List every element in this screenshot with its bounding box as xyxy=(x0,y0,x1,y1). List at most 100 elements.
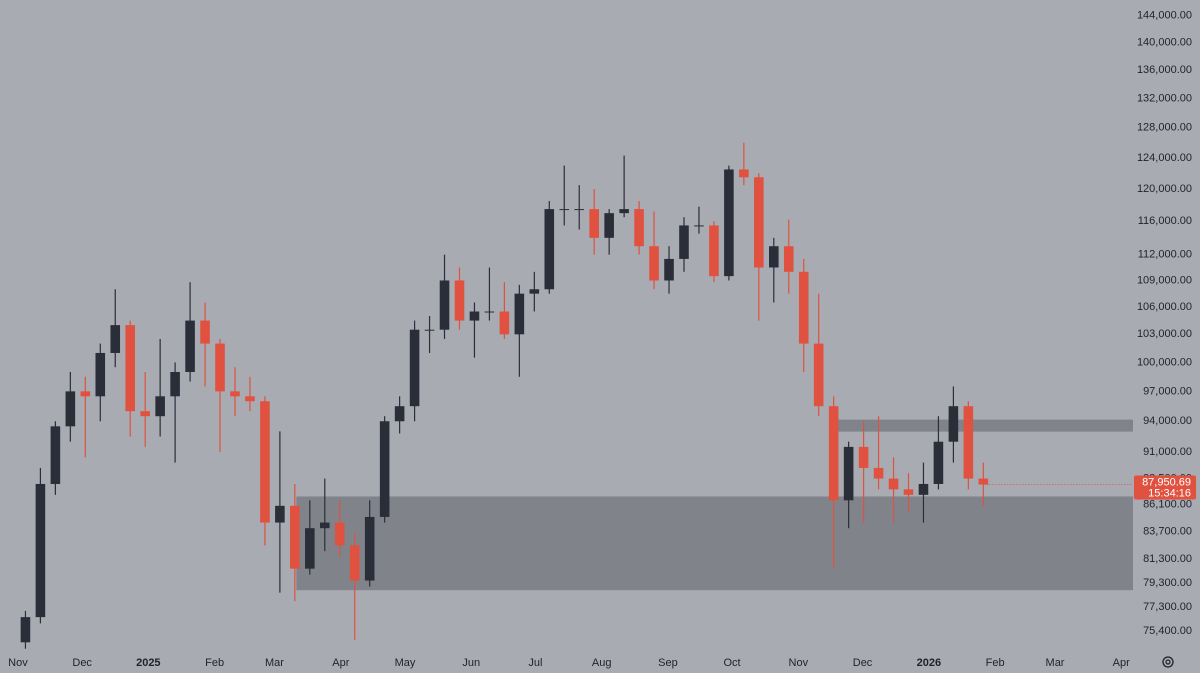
candle-body xyxy=(918,483,929,495)
candle-body xyxy=(290,505,300,569)
candle-body xyxy=(888,478,899,490)
candle-body xyxy=(334,522,345,546)
candle-body xyxy=(35,483,46,618)
candle-body xyxy=(499,311,510,335)
price-zone xyxy=(296,496,1134,591)
candle xyxy=(140,371,150,447)
x-tick-label: 2026 xyxy=(917,657,941,669)
candle-body xyxy=(409,329,420,407)
candle-body xyxy=(978,478,989,485)
candle xyxy=(35,467,46,624)
y-tick-label: 140,000.00 xyxy=(1137,36,1192,48)
candle-body xyxy=(125,325,136,412)
y-tick-label: 144,000.00 xyxy=(1137,10,1192,22)
candle xyxy=(275,431,285,593)
candle-body xyxy=(65,391,76,427)
x-tick-label: Apr xyxy=(1113,657,1130,669)
candle xyxy=(50,421,61,495)
x-tick-label: Sep xyxy=(658,657,678,669)
candle-body xyxy=(649,246,659,281)
candle xyxy=(95,343,106,422)
candle-body xyxy=(664,258,674,281)
candle-body xyxy=(754,177,764,268)
candle xyxy=(544,201,555,294)
candle xyxy=(379,416,390,523)
x-tick-label: Nov xyxy=(789,657,809,669)
candle-body xyxy=(574,209,585,211)
y-tick-label: 100,000.00 xyxy=(1137,356,1192,368)
y-tick-label: 120,000.00 xyxy=(1137,183,1192,195)
last-price-label: 87,950.69 xyxy=(1142,476,1191,488)
candle xyxy=(305,500,315,575)
candle xyxy=(754,173,764,321)
y-tick-label: 94,000.00 xyxy=(1143,415,1192,427)
y-tick-label: 79,300.00 xyxy=(1143,577,1192,589)
candle xyxy=(230,367,240,417)
y-tick-label: 97,000.00 xyxy=(1143,385,1192,397)
candle-body xyxy=(230,391,240,397)
candle-body xyxy=(379,421,390,517)
candle-body xyxy=(424,329,435,331)
candle xyxy=(260,396,270,546)
y-tick-label: 81,300.00 xyxy=(1143,553,1192,565)
candle-body xyxy=(454,280,465,321)
candle xyxy=(813,293,824,417)
candle-body xyxy=(559,209,570,211)
candle xyxy=(394,396,405,434)
x-tick-label: Feb xyxy=(986,657,1005,669)
x-tick-label: Dec xyxy=(72,657,92,669)
candle xyxy=(155,338,165,437)
candle-body xyxy=(619,209,629,214)
candle xyxy=(604,209,614,255)
candle xyxy=(215,338,225,453)
x-tick-label: Aug xyxy=(592,657,612,669)
candle xyxy=(364,500,375,587)
candle-body xyxy=(798,271,809,344)
candle xyxy=(783,219,794,294)
countdown-label: 15:34:16 xyxy=(1148,487,1191,499)
y-tick-label: 77,300.00 xyxy=(1143,601,1192,613)
candle-body xyxy=(110,325,121,353)
candle-body xyxy=(589,209,599,238)
last-price-box xyxy=(1134,475,1196,500)
candle-body xyxy=(185,320,195,372)
candle-body xyxy=(95,352,106,397)
candle-body xyxy=(200,320,210,344)
candle-body xyxy=(529,289,540,294)
candle xyxy=(469,302,480,358)
candle xyxy=(20,610,31,649)
candle-body xyxy=(948,406,959,442)
candle xyxy=(439,254,450,339)
candle-body xyxy=(215,343,225,392)
x-tick-label: Jun xyxy=(462,657,480,669)
candle xyxy=(724,165,734,281)
y-tick-label: 91,000.00 xyxy=(1143,446,1192,458)
candle-body xyxy=(843,446,854,501)
x-tick-label: Mar xyxy=(265,657,284,669)
x-tick-label: Jul xyxy=(528,657,542,669)
candle-body xyxy=(544,209,555,290)
candle xyxy=(828,396,839,568)
candle xyxy=(798,258,809,372)
candle-body xyxy=(155,396,165,417)
x-tick-label: Feb xyxy=(205,657,224,669)
candle-body xyxy=(245,396,255,402)
candle-body xyxy=(275,505,285,523)
candle xyxy=(80,376,91,458)
candle xyxy=(873,416,884,490)
candle-body xyxy=(828,406,839,501)
candle xyxy=(739,142,749,186)
candle xyxy=(409,320,420,422)
settings-icon[interactable] xyxy=(1162,656,1174,668)
candle xyxy=(185,282,195,382)
y-tick-label: 106,000.00 xyxy=(1137,301,1192,313)
candle xyxy=(843,441,854,529)
candle-body xyxy=(140,411,150,417)
y-tick-label: 75,400.00 xyxy=(1143,625,1192,637)
candle xyxy=(903,473,914,512)
candle xyxy=(574,185,585,230)
candle-body xyxy=(724,169,734,277)
candle xyxy=(200,302,210,387)
x-tick-label: Apr xyxy=(332,657,349,669)
